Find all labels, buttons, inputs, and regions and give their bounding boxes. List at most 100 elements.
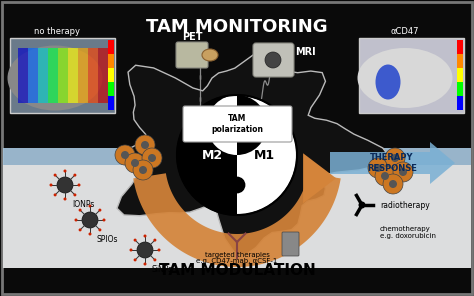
Circle shape xyxy=(148,154,156,162)
Wedge shape xyxy=(177,95,237,215)
FancyBboxPatch shape xyxy=(253,43,294,77)
Bar xyxy=(108,68,114,82)
Bar xyxy=(457,82,463,96)
Text: SPIOs: SPIOs xyxy=(97,235,118,244)
Circle shape xyxy=(102,218,106,221)
Circle shape xyxy=(135,135,155,155)
Text: TAM MODULATION: TAM MODULATION xyxy=(159,263,315,278)
Circle shape xyxy=(82,212,98,228)
Circle shape xyxy=(133,160,153,180)
Text: M1: M1 xyxy=(254,149,274,162)
Circle shape xyxy=(78,184,81,186)
Bar xyxy=(88,48,98,103)
Bar xyxy=(108,54,114,68)
Wedge shape xyxy=(207,155,237,215)
Bar xyxy=(108,40,114,54)
Circle shape xyxy=(374,164,382,172)
Circle shape xyxy=(79,229,82,231)
Wedge shape xyxy=(207,95,237,155)
Text: αCD47: αCD47 xyxy=(391,27,419,36)
Circle shape xyxy=(131,159,139,167)
Circle shape xyxy=(375,166,395,186)
Circle shape xyxy=(154,239,156,242)
Circle shape xyxy=(79,209,82,212)
Circle shape xyxy=(73,193,76,197)
Bar xyxy=(68,48,78,103)
Bar xyxy=(38,48,48,103)
Circle shape xyxy=(49,184,53,186)
Text: TAM
polarization: TAM polarization xyxy=(211,114,263,134)
Circle shape xyxy=(99,209,101,212)
Circle shape xyxy=(154,258,156,261)
Text: no therapy: no therapy xyxy=(34,27,80,36)
Circle shape xyxy=(74,218,78,221)
Text: MRI: MRI xyxy=(295,47,316,57)
Circle shape xyxy=(115,145,135,165)
Circle shape xyxy=(358,202,365,208)
Text: chemotherapy
e.g. doxorubicin: chemotherapy e.g. doxorubicin xyxy=(380,226,436,239)
Bar xyxy=(18,48,28,103)
Circle shape xyxy=(89,232,91,236)
Polygon shape xyxy=(117,50,389,255)
FancyBboxPatch shape xyxy=(183,106,292,142)
Circle shape xyxy=(141,141,149,149)
Circle shape xyxy=(381,172,389,180)
Bar xyxy=(457,96,463,110)
Ellipse shape xyxy=(375,65,401,99)
Circle shape xyxy=(64,170,66,173)
Ellipse shape xyxy=(357,48,453,108)
Polygon shape xyxy=(133,173,341,267)
Text: radiotherapy: radiotherapy xyxy=(380,200,430,210)
FancyBboxPatch shape xyxy=(282,232,299,256)
Bar xyxy=(78,48,88,103)
Circle shape xyxy=(383,174,403,194)
FancyBboxPatch shape xyxy=(176,42,208,68)
Circle shape xyxy=(228,117,246,133)
Bar xyxy=(3,165,471,268)
Circle shape xyxy=(125,153,145,173)
Circle shape xyxy=(134,258,137,261)
Circle shape xyxy=(399,168,407,176)
Bar xyxy=(457,68,463,82)
FancyBboxPatch shape xyxy=(2,2,472,294)
Text: targeted therapies
e.g. CD47-mab, αCSF-1: targeted therapies e.g. CD47-mab, αCSF-1 xyxy=(196,252,278,265)
Bar xyxy=(108,96,114,110)
Bar xyxy=(3,148,471,268)
Circle shape xyxy=(99,229,101,231)
Circle shape xyxy=(54,193,56,197)
Text: THERAPY
RESPONSE: THERAPY RESPONSE xyxy=(367,153,417,173)
Bar xyxy=(48,48,58,103)
Circle shape xyxy=(57,177,73,193)
Polygon shape xyxy=(330,142,455,184)
Wedge shape xyxy=(237,95,297,215)
Circle shape xyxy=(134,239,137,242)
Circle shape xyxy=(368,158,388,178)
Circle shape xyxy=(157,249,161,252)
Bar xyxy=(108,82,114,96)
Circle shape xyxy=(144,234,146,237)
Text: PET: PET xyxy=(182,32,202,42)
Wedge shape xyxy=(237,155,267,215)
Polygon shape xyxy=(303,153,336,203)
Circle shape xyxy=(89,205,91,207)
Circle shape xyxy=(391,154,399,162)
Bar xyxy=(58,48,68,103)
Circle shape xyxy=(139,166,147,174)
Circle shape xyxy=(121,151,129,159)
Circle shape xyxy=(142,148,162,168)
Circle shape xyxy=(265,52,281,68)
Circle shape xyxy=(54,173,56,177)
FancyBboxPatch shape xyxy=(359,38,464,113)
Circle shape xyxy=(73,173,76,177)
Bar xyxy=(98,48,108,103)
Circle shape xyxy=(385,148,405,168)
Circle shape xyxy=(129,249,133,252)
FancyBboxPatch shape xyxy=(10,38,115,113)
Text: IONPs: IONPs xyxy=(72,200,94,209)
Text: M2: M2 xyxy=(201,149,223,162)
Wedge shape xyxy=(237,95,267,155)
Circle shape xyxy=(393,162,413,182)
Text: SiNPs: SiNPs xyxy=(152,265,173,274)
Ellipse shape xyxy=(202,49,218,61)
Bar xyxy=(457,40,463,54)
